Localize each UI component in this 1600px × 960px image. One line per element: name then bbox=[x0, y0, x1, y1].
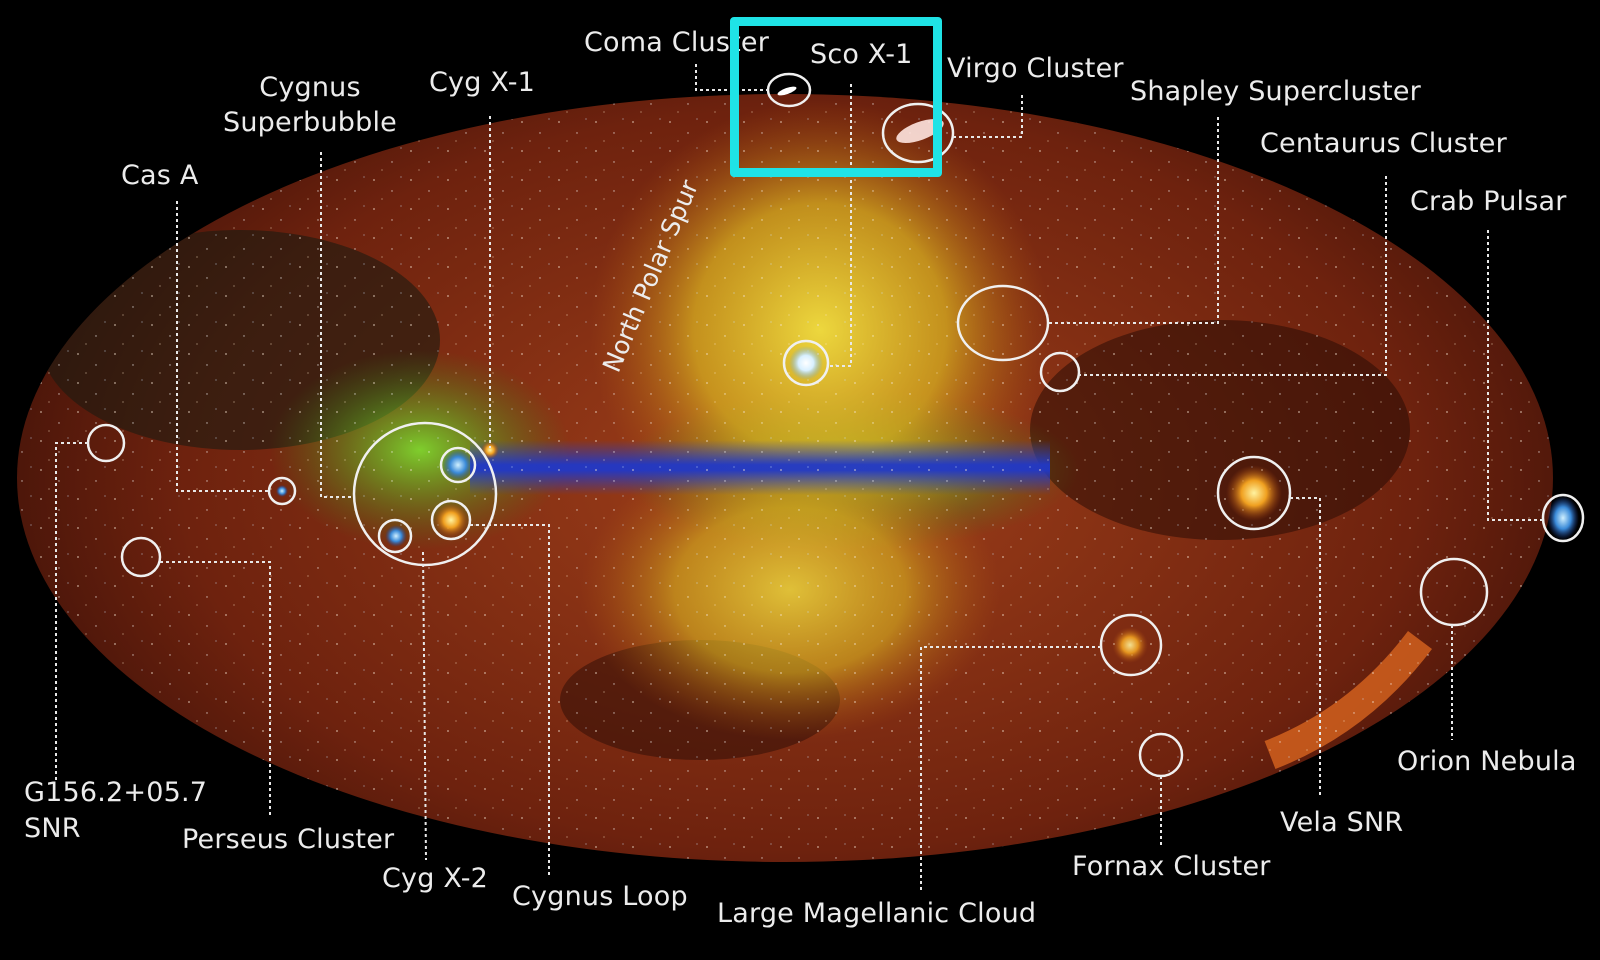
label-cas-a: Cas A bbox=[121, 160, 199, 191]
leader-coma bbox=[695, 64, 768, 91]
cas-a-marker bbox=[267, 476, 297, 506]
label-g156-snr: SNR bbox=[24, 813, 81, 844]
cyg-x2-marker bbox=[377, 518, 413, 554]
label-sco-x1: Sco X-1 bbox=[810, 39, 913, 70]
leader-cygnus-loop bbox=[470, 524, 550, 878]
vela-marker bbox=[1216, 455, 1292, 531]
leader-cygnus-sb bbox=[320, 152, 354, 498]
label-vela-snr: Vela SNR bbox=[1280, 807, 1404, 838]
label-cyg-x2: Cyg X-2 bbox=[382, 863, 489, 894]
perseus-marker bbox=[120, 536, 162, 578]
virgo-cluster-marker bbox=[881, 102, 955, 164]
label-shapley-supercluster: Shapley Supercluster bbox=[1130, 76, 1421, 107]
label-virgo-cluster: Virgo Cluster bbox=[947, 53, 1124, 84]
highlight-box bbox=[730, 17, 942, 177]
sco-x1-marker bbox=[782, 339, 830, 387]
cygnus-superbubble-marker bbox=[352, 421, 498, 567]
label-g156-line1: G156.2+05.7 bbox=[24, 777, 208, 808]
crab-marker bbox=[1541, 493, 1585, 543]
label-fornax-cluster: Fornax Cluster bbox=[1072, 851, 1271, 882]
cygnus-loop-marker bbox=[430, 499, 472, 541]
label-cygnus-line1: Cygnus bbox=[259, 72, 361, 103]
centaurus-marker bbox=[1039, 351, 1081, 393]
leader-perseus bbox=[160, 561, 271, 818]
label-orion-nebula: Orion Nebula bbox=[1397, 746, 1577, 777]
cyg-x1-marker bbox=[439, 446, 477, 484]
leader-g156 bbox=[55, 442, 88, 780]
leader-virgo bbox=[953, 95, 1023, 138]
label-cygnus-superbubble: Superbubble bbox=[223, 107, 397, 138]
leader-crab bbox=[1487, 230, 1543, 521]
leader-sco bbox=[828, 84, 852, 367]
label-cygnus-loop: Cygnus Loop bbox=[512, 881, 688, 912]
leader-cas-a bbox=[176, 201, 269, 492]
shapley-marker bbox=[956, 284, 1050, 362]
lmc-marker bbox=[1099, 613, 1163, 677]
leader-centaurus bbox=[1079, 176, 1387, 376]
label-large-magellanic-cloud: Large Magellanic Cloud bbox=[717, 898, 1037, 929]
leader-vela bbox=[1290, 497, 1321, 798]
label-centaurus-cluster: Centaurus Cluster bbox=[1260, 128, 1507, 159]
leader-shapley bbox=[1048, 117, 1219, 324]
label-cyg-x1: Cyg X-1 bbox=[429, 67, 536, 98]
leader-lmc bbox=[920, 646, 1101, 890]
orion-marker bbox=[1419, 557, 1489, 627]
label-perseus-cluster: Perseus Cluster bbox=[182, 824, 395, 855]
label-crab-pulsar: Crab Pulsar bbox=[1410, 186, 1567, 217]
